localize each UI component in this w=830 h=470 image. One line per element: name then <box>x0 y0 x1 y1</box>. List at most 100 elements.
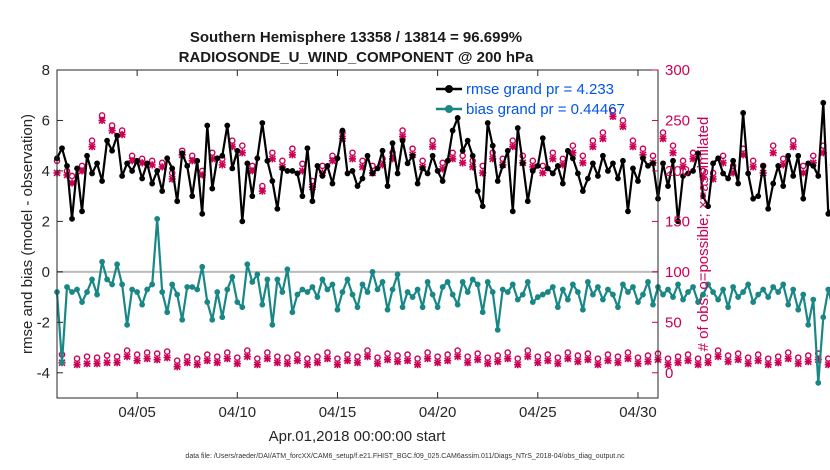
obs-assimilated-point <box>469 163 477 171</box>
rmse-point <box>294 170 301 177</box>
bias-point <box>554 304 561 311</box>
obs-assimilated-point <box>88 143 96 151</box>
rmse-point <box>194 157 201 164</box>
obs-assimilated-point <box>524 353 532 361</box>
obs-possible-point <box>774 353 782 360</box>
rmse-point <box>670 157 676 164</box>
obs-assimilated-point <box>243 353 251 361</box>
rmse-point <box>539 135 546 142</box>
rmse-point <box>114 132 120 139</box>
obs-possible-point <box>794 354 802 361</box>
bias-point <box>384 306 391 313</box>
obs-possible-point <box>764 355 772 362</box>
bias-point <box>600 296 606 303</box>
rmse-point <box>414 180 421 187</box>
obs-assimilated-point <box>213 359 221 367</box>
rmse-point <box>389 140 396 147</box>
obs-assimilated-point <box>444 357 452 365</box>
rmse-point <box>650 160 656 167</box>
obs-assimilated-point <box>343 357 352 365</box>
obs-assimilated-point <box>138 159 146 167</box>
obs-assimilated-point <box>574 358 582 366</box>
bias-point <box>119 281 126 288</box>
legend-bias-label: bias grand pr = 0.44467 <box>466 101 625 118</box>
obs-assimilated-point <box>569 149 577 157</box>
rmse-point <box>770 180 777 187</box>
rmse-point <box>154 168 161 174</box>
rmse-point <box>745 170 752 177</box>
bias-point <box>74 286 80 293</box>
rmse-point <box>309 198 316 205</box>
obs-possible-point <box>649 152 657 160</box>
bias-point <box>780 281 787 288</box>
rmse-point <box>409 152 416 159</box>
rmse-point <box>324 162 331 169</box>
bias-point <box>114 261 120 268</box>
rmse-point <box>579 188 586 195</box>
bias-point <box>164 309 171 316</box>
obs-assimilated-point <box>624 355 632 363</box>
bias-point <box>334 306 341 313</box>
bias-point <box>284 266 291 273</box>
bias-point <box>224 286 231 293</box>
rmse-point <box>119 173 126 179</box>
obs-assimilated-point <box>789 143 797 151</box>
obs-assimilated-point <box>383 356 392 364</box>
obs-assimilated-point <box>754 357 762 365</box>
bias-point <box>269 321 276 328</box>
obs-assimilated-point <box>664 361 672 369</box>
obs-assimilated-point <box>198 171 206 179</box>
obs-assimilated-point <box>188 157 196 165</box>
bias-point <box>289 309 296 316</box>
bias-point <box>489 289 496 295</box>
obs-assimilated-point <box>153 356 161 364</box>
rmse-point <box>169 165 176 172</box>
obs-assimilated-point <box>414 361 422 369</box>
bias-point <box>615 304 621 311</box>
x-tick-label: 04/25 <box>519 404 557 421</box>
bias-point <box>605 286 611 293</box>
rmse-point <box>199 210 206 217</box>
obs-possible-point <box>734 350 742 357</box>
bias-point <box>499 286 506 293</box>
rmse-point <box>69 215 75 222</box>
legend-rmse-label: rmse grand pr = 4.233 <box>466 81 614 98</box>
rmse-point <box>690 168 696 174</box>
obs-assimilated-point <box>819 149 827 157</box>
bias-point <box>720 286 727 293</box>
rmse-point <box>149 180 156 187</box>
bias-point <box>544 289 551 295</box>
obs-assimilated-point <box>128 157 136 165</box>
bias-point <box>79 299 85 306</box>
rmse-point <box>630 165 636 172</box>
bias-point <box>645 279 651 285</box>
rmse-point <box>600 152 606 159</box>
rmse-point <box>394 170 401 177</box>
obs-assimilated-point <box>439 165 447 173</box>
obs-assimilated-point <box>689 155 697 163</box>
bias-point <box>675 281 681 288</box>
rmse-point <box>314 162 321 169</box>
obs-assimilated-point <box>103 359 111 367</box>
rmse-point <box>319 173 326 179</box>
rmse-point <box>775 162 782 169</box>
obs-assimilated-point <box>459 159 467 167</box>
bias-point <box>309 284 316 290</box>
bias-point <box>464 289 471 295</box>
obs-assimilated-point <box>484 360 492 368</box>
bias-point <box>439 284 446 290</box>
bias-point <box>564 296 571 303</box>
bias-point <box>354 304 361 311</box>
bias-point <box>144 286 151 293</box>
obs-assimilated-point <box>393 358 402 366</box>
bias-point <box>735 294 742 300</box>
bias-point <box>194 286 201 293</box>
rmse-point <box>419 165 426 172</box>
y-right-tick-label: 100 <box>665 264 690 281</box>
obs-assimilated-point <box>223 355 231 363</box>
rmse-point <box>384 183 391 189</box>
obs-possible-point <box>784 349 792 356</box>
bias-point <box>389 286 396 293</box>
obs-possible-point <box>769 142 777 149</box>
rmse-point <box>249 193 256 200</box>
